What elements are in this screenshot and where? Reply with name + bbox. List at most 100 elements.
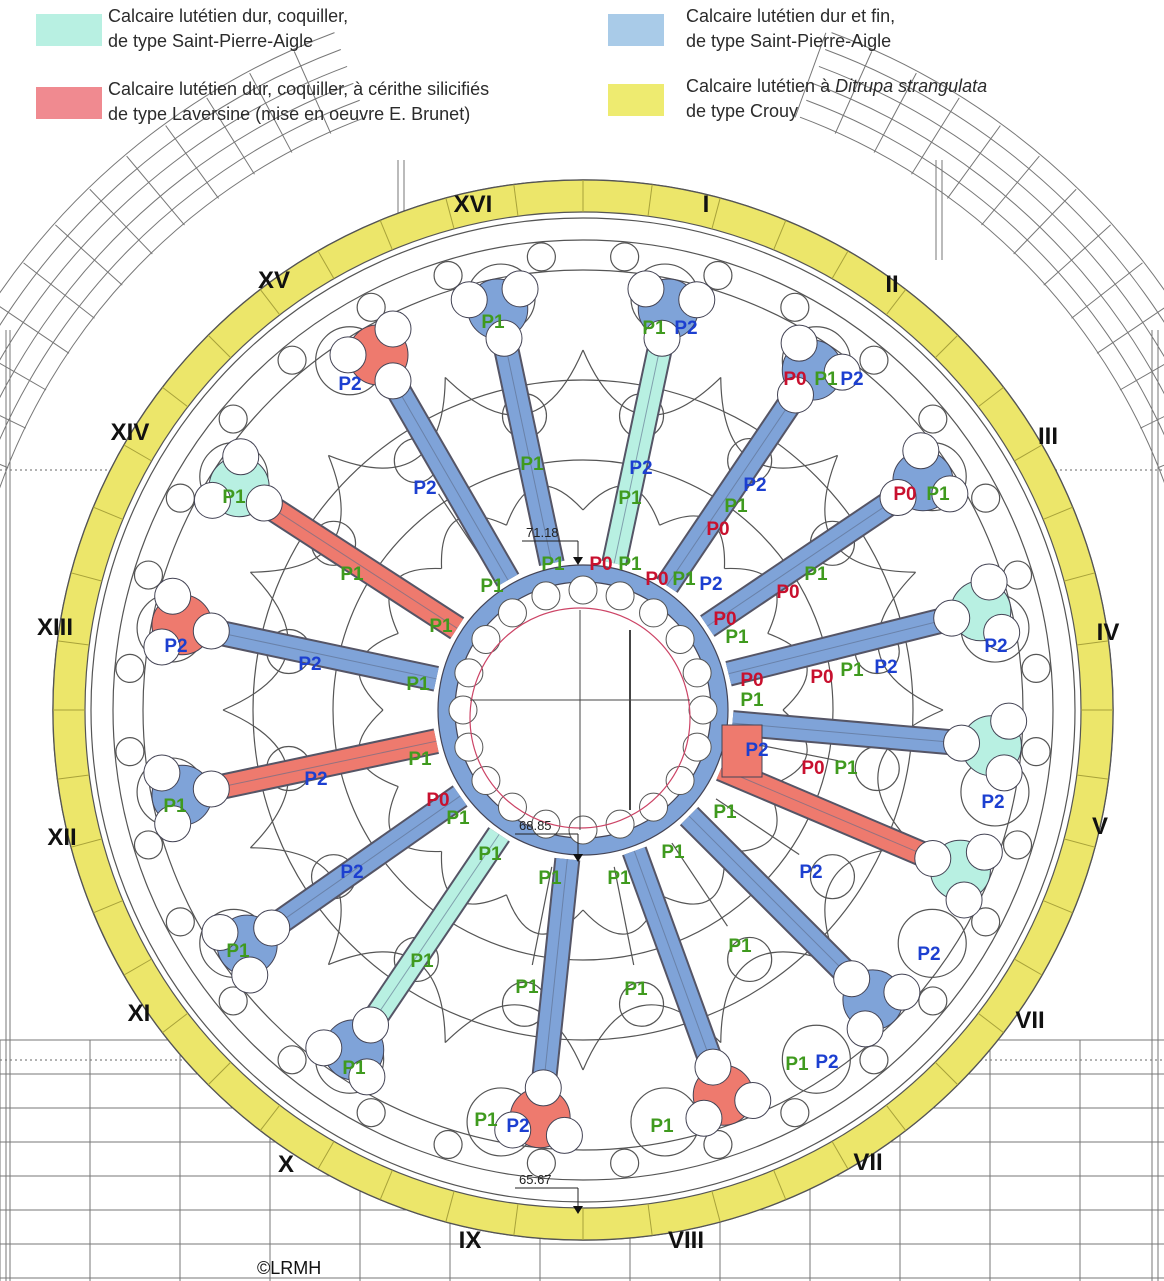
ring-joint xyxy=(1063,572,1096,582)
node-cutout xyxy=(545,1116,583,1154)
tracery-foil xyxy=(277,1045,307,1075)
hub-lobe xyxy=(665,766,695,796)
node-cutout xyxy=(833,960,871,998)
tracery-foil xyxy=(859,1045,889,1075)
ring-joint xyxy=(259,1104,281,1131)
legend-line: de type Saint-Pierre-Aigle xyxy=(108,31,314,51)
roman-numeral: I xyxy=(703,191,710,218)
voussoir xyxy=(0,362,47,391)
spoke-center-line xyxy=(191,626,437,680)
stone-label-p1: P1 xyxy=(408,749,432,770)
ring-joint xyxy=(1014,958,1043,976)
tracery-foil xyxy=(971,907,1001,937)
trefoil-node xyxy=(879,432,969,517)
tracery-foil xyxy=(610,1148,640,1178)
tracery-foil xyxy=(610,242,640,272)
ring-joint xyxy=(379,1169,393,1200)
voussoir xyxy=(1071,262,1143,319)
trefoil-node xyxy=(943,702,1028,792)
arch-course xyxy=(0,49,341,327)
spoke-center-line xyxy=(720,768,952,867)
node-cutout xyxy=(374,310,412,348)
hub-lobe xyxy=(682,658,712,688)
stone-label-p1: P1 xyxy=(478,844,502,865)
tracery-foil xyxy=(115,653,145,683)
stone-label-p1: P1 xyxy=(429,616,453,637)
ring-joint xyxy=(93,506,124,520)
trefoil-node xyxy=(143,754,230,843)
stone-label-p1: P1 xyxy=(834,758,858,779)
spoke-center-line xyxy=(358,834,500,1042)
node-cutout xyxy=(193,481,231,519)
hub-lobe xyxy=(568,575,598,605)
ring-joint xyxy=(162,1012,189,1034)
stone-label-p2: P2 xyxy=(413,478,436,499)
stone-label-p1: P1 xyxy=(474,1110,498,1131)
dimension-marks: 71.18 68.85 65.67 xyxy=(515,525,583,1214)
spoke-center-line xyxy=(613,318,667,564)
tracery-foil xyxy=(703,260,733,291)
tracery-arc xyxy=(328,377,446,469)
dimension-mark: 71.18 xyxy=(522,525,583,565)
tracery-foil xyxy=(526,1148,556,1178)
ring-joint xyxy=(513,1203,519,1236)
trefoil-node xyxy=(201,909,291,994)
trefoil-node xyxy=(329,310,412,400)
tracery-foil xyxy=(356,292,386,322)
voussoir xyxy=(89,188,153,255)
voussoir xyxy=(0,463,9,469)
spoke-center-line xyxy=(707,485,915,627)
tracery-foil xyxy=(1021,737,1051,767)
roman-numeral: XVI xyxy=(454,191,493,218)
stone-label-p1: P1 xyxy=(446,808,470,829)
roman-numeral: V xyxy=(1092,813,1108,840)
legend-line: Calcaire lutétien dur, coquiller, à céri… xyxy=(108,79,490,99)
stone-label-p1: P1 xyxy=(538,868,562,889)
node-cutout xyxy=(305,1029,343,1067)
roman-numeral: II xyxy=(885,271,898,298)
ring-joint xyxy=(977,1012,1004,1034)
stone-label-p2: P2 xyxy=(874,657,897,678)
stone-label-p0: P0 xyxy=(801,758,824,779)
tracery-foil xyxy=(703,1129,733,1160)
legend-line: Calcaire lutétien à Ditrupa strangulata xyxy=(686,74,987,99)
hub-lobe xyxy=(568,815,598,845)
node-cutout xyxy=(734,1081,772,1119)
ring-joint xyxy=(70,838,103,848)
voussoir xyxy=(55,224,123,286)
spoke-center-line xyxy=(633,850,721,1087)
stone-label-p1: P1 xyxy=(642,318,666,339)
voussoir xyxy=(0,415,26,429)
ring-joint xyxy=(831,1141,849,1170)
ring-joint xyxy=(57,774,90,780)
node-cutout xyxy=(945,881,983,919)
ring-joint xyxy=(1076,774,1109,780)
ring-joint xyxy=(831,250,849,279)
node-cutout xyxy=(685,1099,723,1137)
stone-label-p1: P1 xyxy=(618,488,642,509)
tracery-lobe-inner xyxy=(809,854,856,900)
hub-lobe xyxy=(471,624,501,654)
stone-label-p2: P2 xyxy=(799,862,822,883)
spoke-center-line xyxy=(688,815,867,994)
tracery-foil xyxy=(780,1098,810,1128)
pane-line xyxy=(531,866,553,966)
tracery-foil xyxy=(918,404,948,434)
dimension-arrow-icon xyxy=(573,1206,583,1214)
ring-joint xyxy=(1042,900,1073,914)
trefoil-node xyxy=(776,324,861,414)
stone-label-p1: P1 xyxy=(725,627,749,648)
spoke-center-line xyxy=(191,740,437,794)
stone-label-p0: P0 xyxy=(776,582,799,603)
voussoir xyxy=(126,155,185,226)
spokes xyxy=(189,316,983,1110)
voussoir xyxy=(1157,464,1164,469)
node-cutout xyxy=(143,628,181,666)
node-cutout xyxy=(943,724,981,762)
tracery-foil xyxy=(115,737,145,767)
tracery-foil xyxy=(971,483,1001,513)
node-cutout xyxy=(374,362,412,400)
stone-label-p2: P2 xyxy=(340,862,363,883)
